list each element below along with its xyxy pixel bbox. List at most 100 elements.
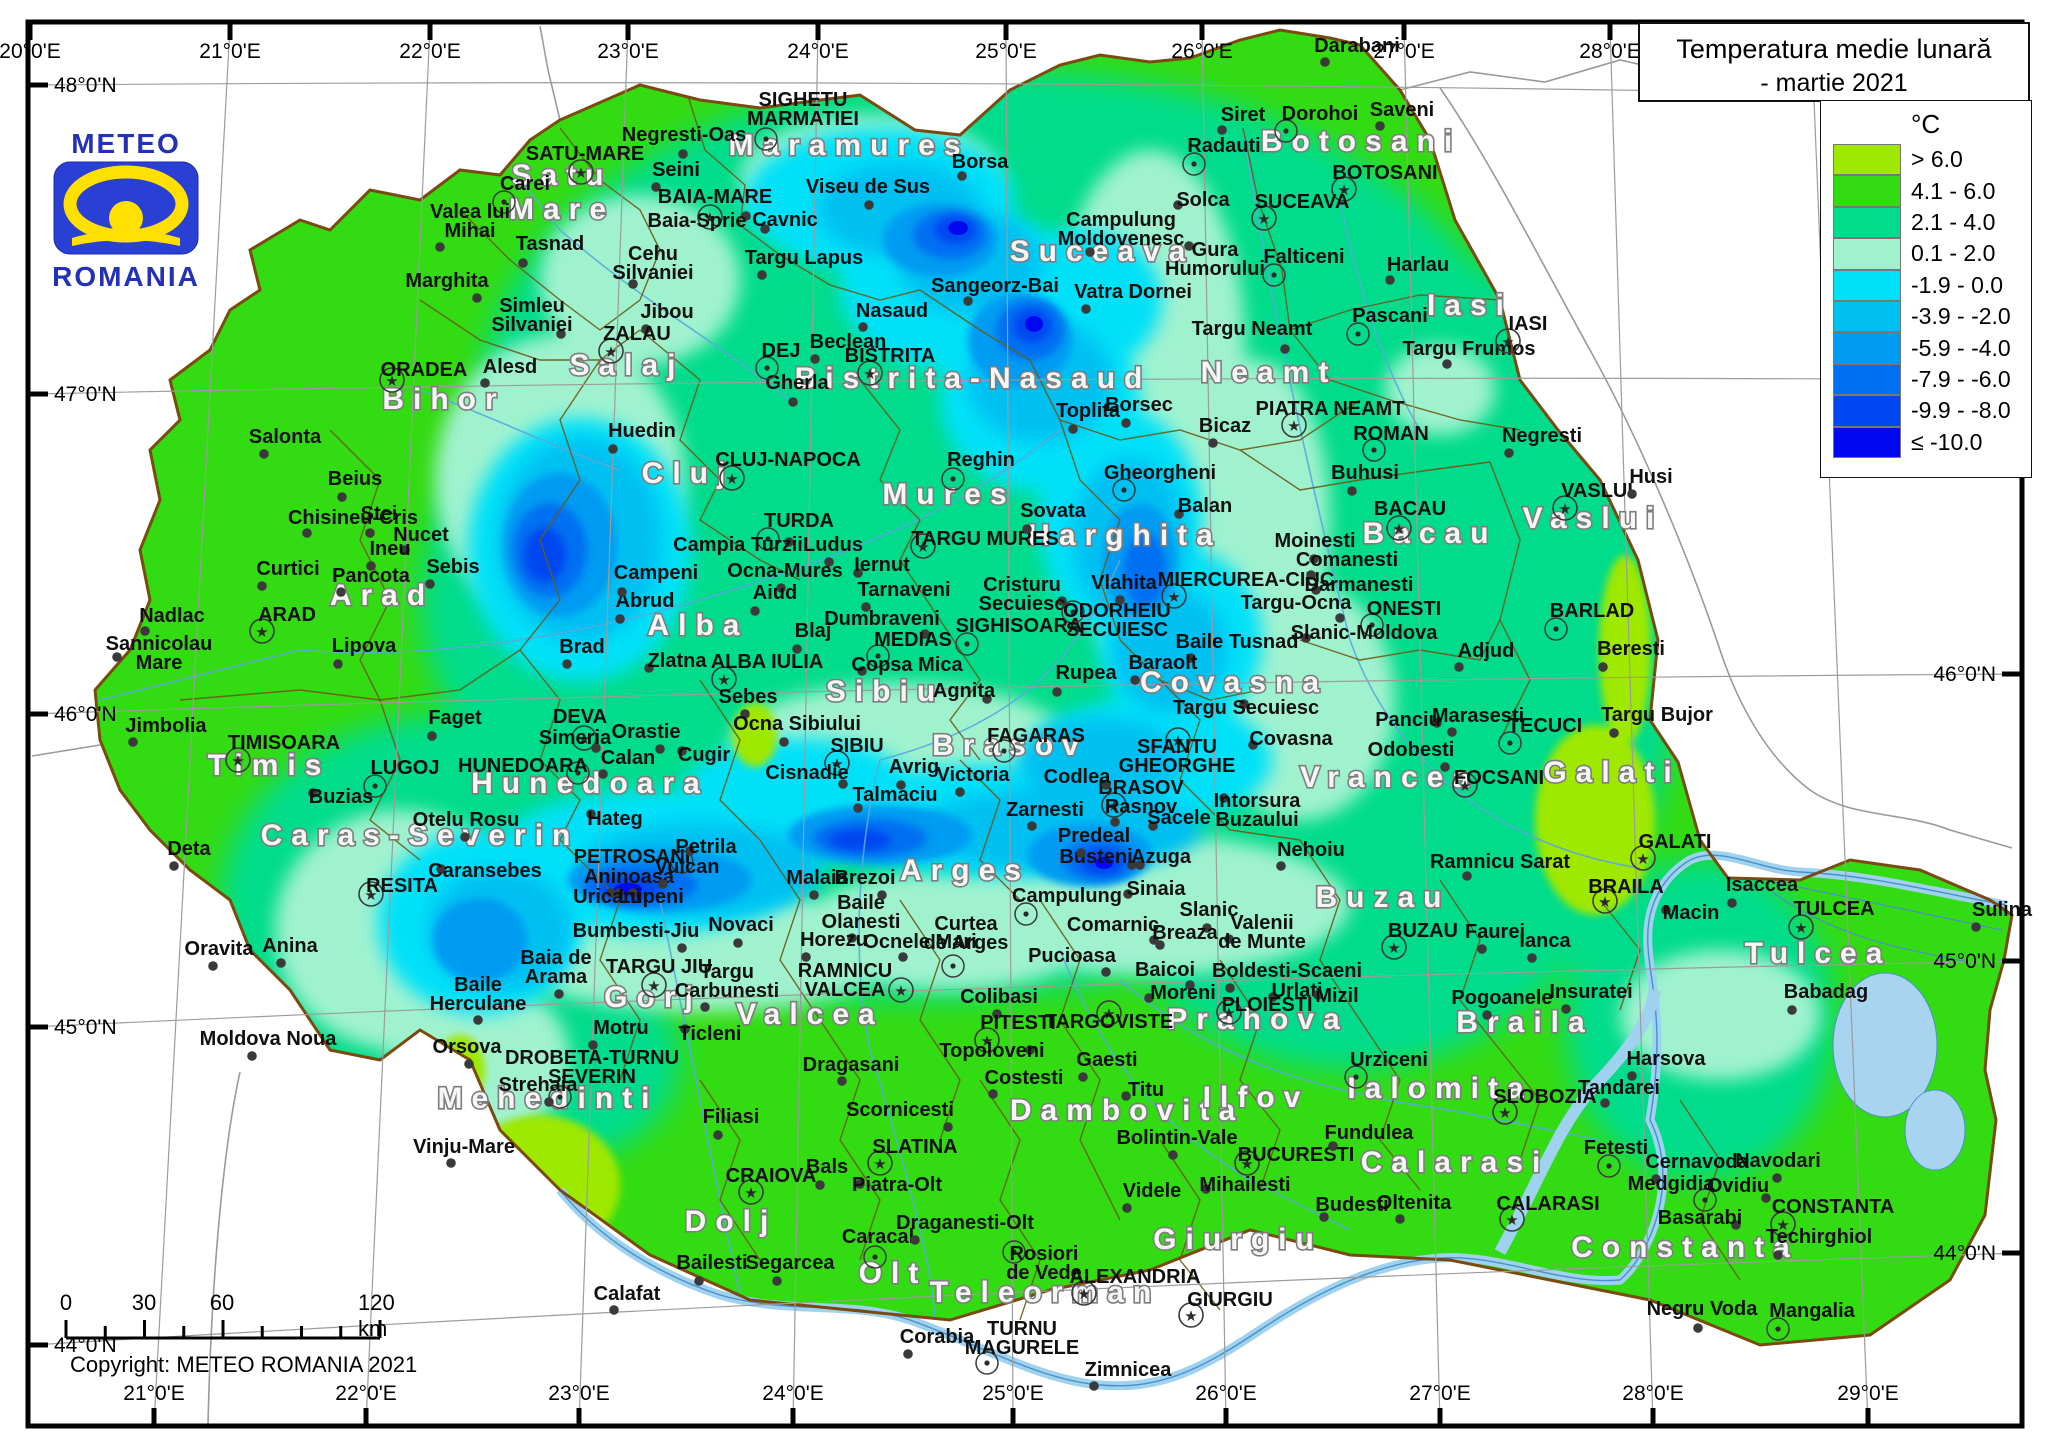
city-label: Ineu (369, 538, 410, 560)
legend-row: -1.9 - 0.0 (1833, 269, 2031, 301)
city-dot (982, 694, 992, 704)
city-dot (837, 1076, 847, 1086)
city-label: Scornicesti (846, 1099, 954, 1121)
city-label: Calan (601, 747, 655, 769)
city-municipality-dot (1283, 128, 1289, 134)
city-dot (1661, 905, 1671, 915)
city-municipality-symbol (1544, 617, 1568, 641)
city-label: Hateg (587, 808, 643, 830)
city-label: TECUCI (1508, 715, 1582, 737)
city-municipality-dot (984, 1360, 990, 1366)
city-municipality-dot (872, 1254, 878, 1260)
city-dot (1561, 1004, 1571, 1014)
city-label: Rosiori de Vede (1006, 1243, 1082, 1284)
city-label: Costesti (985, 1067, 1064, 1089)
city-label: Fundulea (1325, 1122, 1415, 1144)
city-label: Nadlac (139, 605, 205, 627)
city-label: Sebes (719, 686, 778, 708)
city-label: ODORHEIU SECUIESC (1063, 600, 1171, 641)
city-label: GALATI (1639, 831, 1712, 853)
city-label: Cavnic (752, 209, 818, 231)
capital-star-icon: ★ (1107, 798, 1120, 815)
city-dot (1268, 992, 1278, 1002)
city-label: Slanic (1180, 899, 1239, 921)
city-dot (1224, 934, 1234, 944)
city-label: Buzias (309, 786, 373, 808)
capital-star-icon: ★ (1287, 418, 1300, 435)
city-capital-symbol (1552, 495, 1578, 521)
copyright-text: Copyright: METEO ROMANIA 2021 (70, 1352, 418, 1377)
legend-swatch (1833, 300, 1901, 333)
city-capital-symbol (711, 666, 737, 692)
capital-star-icon: ★ (863, 366, 876, 383)
city-label: Covasna (1249, 728, 1333, 750)
city-dot (792, 644, 802, 654)
city-label: Nucet (393, 524, 449, 546)
city-dot (1627, 489, 1637, 499)
city-dot (1447, 727, 1457, 737)
city-dot (1078, 1072, 1088, 1082)
meteo-romania-emblem (53, 161, 199, 255)
capital-star-icon: ★ (1171, 733, 1184, 750)
top-grid-label: 23°0'E (597, 40, 658, 63)
city-dot (480, 378, 490, 388)
capital-star-icon: ★ (1776, 1217, 1789, 1234)
city-dot (1076, 848, 1086, 858)
parallel-line (31, 1252, 2020, 1346)
city-capital-symbol (888, 977, 914, 1003)
city-label: Targu-Ocna (1241, 592, 1353, 614)
city-label: Strehaia (499, 1074, 579, 1096)
county-label: Bistrita-Nasaud (795, 362, 1152, 395)
city-label: Baia-Sprie (648, 210, 747, 232)
county-label: Galati (1543, 756, 1680, 789)
city-capital-symbol (1386, 515, 1412, 541)
city-label: Pascani (1352, 305, 1428, 327)
city-municipality-symbol (863, 1245, 887, 1269)
city-dot (1761, 1193, 1771, 1203)
legend: °C > 6.0 4.1 - 6.0 2.1 - 4.0 0.1 - 2.0 -1.9 … (1820, 100, 2032, 478)
city-municipality-symbol (1112, 478, 1136, 502)
capital-star-icon: ★ (1392, 521, 1405, 538)
city-label: Comarnic (1067, 914, 1159, 936)
city-dot (427, 731, 437, 741)
city-label: Comanesti (1296, 549, 1398, 571)
city-capital-symbol (867, 1150, 893, 1176)
city-label: Campeni (614, 562, 698, 584)
city-municipality-dot (1355, 331, 1361, 337)
city-label: Nehoiu (1277, 839, 1345, 861)
city-label: Gherla (765, 372, 829, 394)
city-label: Panciu (1375, 709, 1441, 731)
city-label: Alesd (483, 356, 537, 378)
city-label: Baraolt (1129, 652, 1198, 674)
city-label: Ovidiu (1707, 1175, 1769, 1197)
city-dot (903, 1349, 913, 1359)
map-title-box: Temperatura medie lunară - martie 2021 (1638, 22, 2030, 102)
city-label: Campia Turzii (673, 534, 803, 556)
city-dot (1185, 980, 1195, 990)
city-dot (815, 1180, 825, 1190)
city-label: Bumbesti-Jiu (573, 920, 700, 942)
capital-star-icon: ★ (1222, 1005, 1235, 1022)
legend-row: -3.9 - -2.0 (1833, 300, 2031, 333)
city-dot (1313, 990, 1323, 1000)
city-municipality-dot (1702, 1197, 1708, 1203)
city-label: Tasnad (516, 233, 585, 255)
city-dot (247, 1051, 257, 1061)
legend-row: > 6.0 (1833, 144, 2031, 176)
meridian-line (1005, 25, 1014, 1424)
city-label: Videle (1123, 1180, 1182, 1202)
city-label: Ramnicu Sarat (1430, 851, 1570, 873)
city-dot (208, 961, 218, 971)
city-dot (169, 861, 179, 871)
city-label: Saveni (1370, 99, 1434, 121)
city-label: Cristuru Secuiesc (979, 574, 1066, 615)
city-dot (1248, 740, 1258, 750)
city-dot (400, 545, 410, 555)
city-label: Balan (1178, 495, 1232, 517)
city-dot (562, 659, 572, 669)
city-dot (810, 354, 820, 364)
city-dot (644, 663, 654, 673)
city-dot (336, 587, 346, 597)
city-label: Harlau (1387, 254, 1449, 276)
